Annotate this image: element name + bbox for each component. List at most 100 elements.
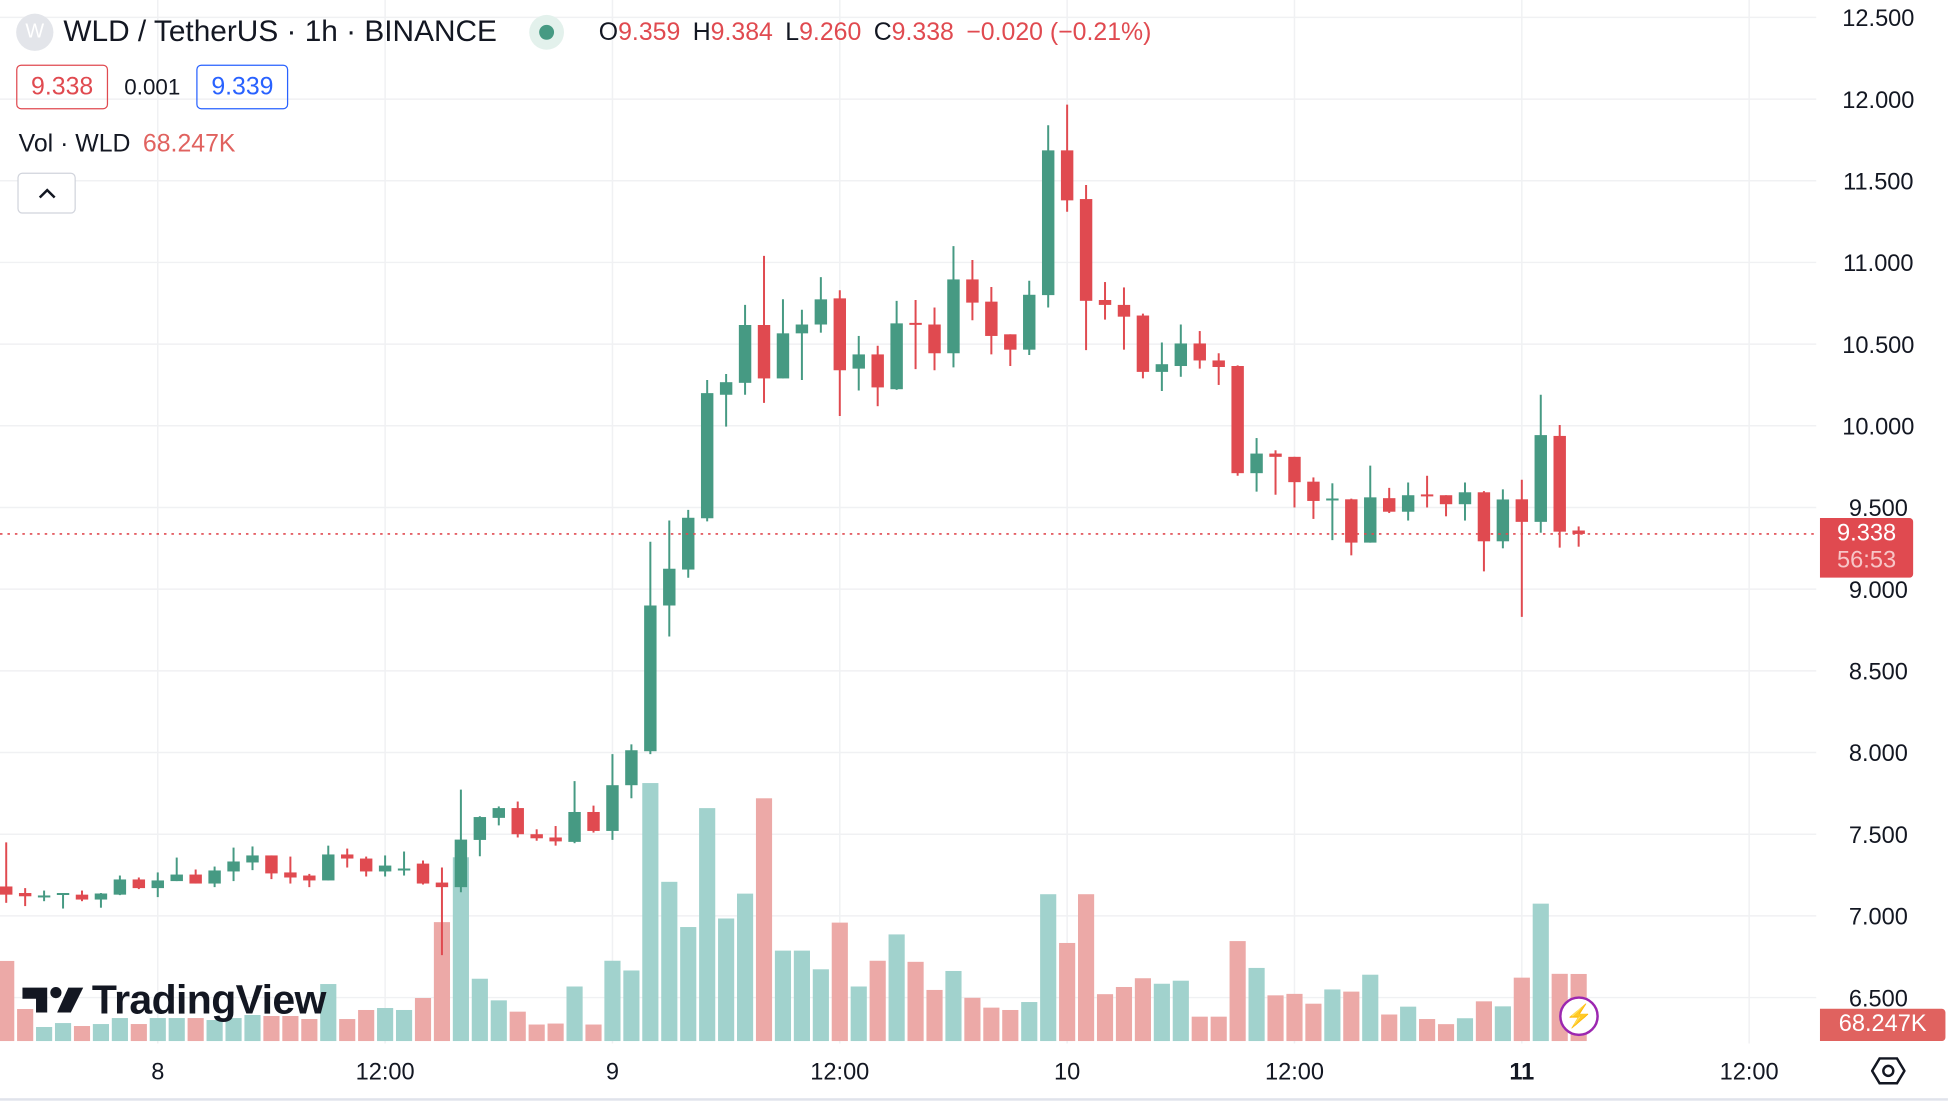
symbol-title[interactable]: WLD / TetherUS · 1h · BINANCE bbox=[63, 14, 497, 49]
candle[interactable] bbox=[284, 856, 297, 884]
candle[interactable] bbox=[1079, 185, 1093, 351]
candle[interactable] bbox=[549, 826, 562, 846]
candle[interactable] bbox=[246, 846, 259, 871]
candle[interactable] bbox=[1155, 342, 1169, 392]
candle[interactable] bbox=[416, 860, 430, 885]
candle[interactable] bbox=[682, 509, 695, 578]
candle[interactable] bbox=[1515, 479, 1529, 617]
candle[interactable] bbox=[1193, 331, 1206, 369]
settings-icon[interactable] bbox=[1870, 1055, 1906, 1087]
candle[interactable] bbox=[1212, 353, 1225, 385]
candle[interactable] bbox=[966, 259, 979, 321]
candle[interactable] bbox=[378, 855, 392, 877]
candle[interactable] bbox=[625, 744, 638, 799]
candle[interactable] bbox=[1231, 365, 1244, 476]
lightning-icon[interactable]: ⚡ bbox=[1559, 996, 1599, 1037]
spread-value: 0.001 bbox=[124, 73, 181, 99]
candle[interactable] bbox=[208, 866, 221, 888]
candle[interactable] bbox=[985, 286, 998, 355]
volume-bar bbox=[1021, 1002, 1038, 1042]
candle[interactable] bbox=[606, 754, 619, 840]
candle-body bbox=[397, 868, 411, 871]
candle[interactable] bbox=[644, 541, 657, 755]
candle[interactable] bbox=[1060, 104, 1074, 212]
candle[interactable] bbox=[1023, 280, 1036, 356]
candle[interactable] bbox=[0, 842, 13, 903]
candle[interactable] bbox=[227, 847, 240, 882]
candle[interactable] bbox=[473, 816, 487, 857]
candle[interactable] bbox=[18, 888, 32, 907]
candle[interactable] bbox=[1496, 489, 1510, 549]
candle[interactable] bbox=[435, 867, 449, 956]
candle[interactable] bbox=[719, 374, 733, 427]
candle[interactable] bbox=[1098, 282, 1112, 320]
volume-legend[interactable]: Vol · WLD 68.247K bbox=[19, 130, 236, 159]
candle[interactable] bbox=[1307, 477, 1320, 519]
candle[interactable] bbox=[738, 304, 752, 395]
volume-bar bbox=[945, 970, 962, 1042]
candle[interactable] bbox=[94, 893, 108, 908]
candle[interactable] bbox=[1136, 313, 1150, 379]
candle[interactable] bbox=[1477, 491, 1491, 572]
candle[interactable] bbox=[890, 300, 903, 390]
candle[interactable] bbox=[814, 277, 828, 333]
candle-body bbox=[56, 893, 70, 896]
candle[interactable] bbox=[1458, 482, 1472, 521]
candle[interactable] bbox=[568, 781, 581, 844]
candle[interactable] bbox=[492, 806, 505, 826]
candle[interactable] bbox=[947, 246, 960, 368]
sell-button[interactable]: 9.338 bbox=[16, 64, 109, 110]
candle[interactable] bbox=[303, 873, 316, 888]
candle[interactable] bbox=[1174, 324, 1188, 377]
candle[interactable] bbox=[170, 857, 183, 882]
candle[interactable] bbox=[1572, 526, 1585, 547]
candle[interactable] bbox=[1269, 450, 1282, 495]
candle[interactable] bbox=[852, 335, 865, 391]
candle[interactable] bbox=[1288, 456, 1301, 508]
candle[interactable] bbox=[1041, 125, 1055, 308]
candle[interactable] bbox=[833, 290, 847, 416]
candle[interactable] bbox=[776, 299, 790, 379]
collapse-legend-button[interactable] bbox=[17, 172, 76, 214]
market-status-indicator[interactable] bbox=[529, 14, 564, 50]
candle[interactable] bbox=[75, 890, 89, 902]
candle[interactable] bbox=[132, 877, 146, 890]
candle[interactable] bbox=[663, 520, 676, 637]
candle[interactable] bbox=[530, 829, 543, 841]
candle[interactable] bbox=[1326, 483, 1339, 541]
candle[interactable] bbox=[1420, 475, 1434, 508]
tradingview-watermark[interactable]: TradingView bbox=[22, 976, 326, 1023]
candle[interactable] bbox=[511, 801, 524, 838]
candle[interactable] bbox=[359, 856, 373, 877]
candle[interactable] bbox=[587, 805, 600, 833]
candle[interactable] bbox=[189, 869, 202, 884]
candle[interactable] bbox=[397, 851, 411, 876]
candle[interactable] bbox=[113, 875, 127, 896]
candle[interactable] bbox=[37, 890, 51, 902]
candle[interactable] bbox=[909, 300, 922, 370]
candle[interactable] bbox=[757, 255, 771, 403]
candle[interactable] bbox=[151, 872, 164, 898]
volume-bar bbox=[1191, 1016, 1208, 1042]
candle[interactable] bbox=[1117, 287, 1131, 350]
candle[interactable] bbox=[1439, 495, 1453, 517]
candle[interactable] bbox=[322, 845, 335, 881]
candle[interactable] bbox=[1382, 487, 1396, 514]
candle[interactable] bbox=[700, 380, 714, 522]
candle[interactable] bbox=[1250, 438, 1263, 492]
candle[interactable] bbox=[795, 309, 809, 381]
buy-button[interactable]: 9.339 bbox=[196, 64, 289, 110]
candle[interactable] bbox=[1534, 394, 1547, 533]
candle[interactable] bbox=[1345, 498, 1358, 556]
candle[interactable] bbox=[1401, 482, 1415, 521]
candle[interactable] bbox=[1364, 465, 1377, 543]
candle[interactable] bbox=[928, 307, 941, 371]
candle[interactable] bbox=[56, 893, 70, 909]
candle[interactable] bbox=[1004, 334, 1017, 367]
candle[interactable] bbox=[871, 345, 884, 407]
candle[interactable] bbox=[1553, 424, 1566, 548]
candle[interactable] bbox=[341, 848, 354, 868]
candle[interactable] bbox=[454, 789, 468, 893]
candle[interactable] bbox=[265, 855, 278, 880]
